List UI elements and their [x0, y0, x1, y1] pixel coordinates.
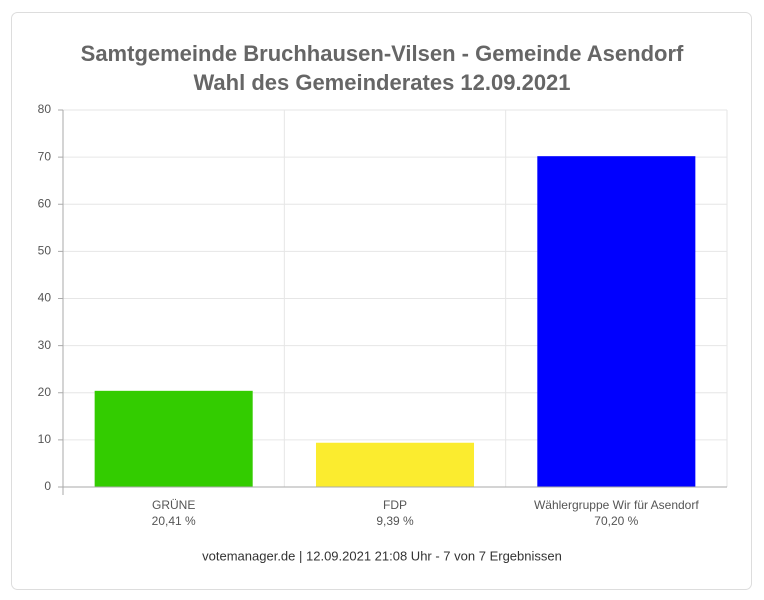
y-tick-label: 80 [38, 102, 52, 116]
y-tick-label: 30 [38, 338, 52, 352]
value-label: 9,39 % [376, 514, 414, 528]
y-tick-label: 10 [38, 432, 52, 446]
y-tick-label: 70 [38, 149, 52, 163]
footer: votemanager.de | 12.09.2021 21:08 Uhr - … [202, 548, 562, 563]
value-label: 20,41 % [152, 514, 196, 528]
chart-title: Samtgemeinde Bruchhausen-Vilsen - Gemein… [81, 41, 684, 66]
x-tick-label: FDP [383, 498, 407, 512]
y-tick-label: 20 [38, 385, 52, 399]
x-tick-label: Wählergruppe Wir für Asendorf [534, 498, 699, 512]
y-tick-label: 60 [38, 196, 52, 210]
y-tick-label: 0 [44, 479, 51, 493]
chart-title: Wahl des Gemeinderates 12.09.2021 [193, 70, 570, 95]
bar [94, 390, 253, 487]
x-tick-label: GRÜNE [152, 498, 195, 512]
bar [537, 156, 696, 487]
bar [315, 442, 475, 487]
value-label: 70,20 % [594, 514, 638, 528]
y-tick-label: 50 [38, 244, 52, 258]
y-tick-label: 40 [38, 291, 52, 305]
